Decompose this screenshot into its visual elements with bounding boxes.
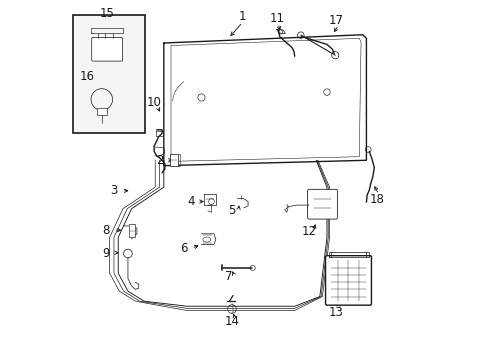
Bar	[73, 15, 144, 134]
Text: 4: 4	[186, 195, 194, 208]
Bar	[169, 154, 178, 166]
Text: 2: 2	[156, 154, 163, 167]
Text: 16: 16	[79, 69, 94, 82]
Text: 18: 18	[369, 193, 384, 206]
Text: 17: 17	[328, 14, 343, 27]
Text: 1: 1	[239, 10, 246, 23]
Ellipse shape	[203, 237, 210, 242]
FancyBboxPatch shape	[92, 37, 122, 61]
Text: 12: 12	[301, 225, 316, 238]
Text: 9: 9	[102, 247, 110, 260]
Text: 15: 15	[100, 7, 115, 20]
Text: 3: 3	[110, 184, 117, 197]
Text: 11: 11	[269, 12, 284, 25]
Text: 10: 10	[146, 96, 161, 109]
FancyBboxPatch shape	[307, 189, 337, 219]
Bar	[129, 224, 135, 237]
Text: 14: 14	[224, 315, 239, 328]
Text: 8: 8	[102, 224, 110, 237]
FancyBboxPatch shape	[325, 256, 371, 305]
Text: 13: 13	[328, 306, 343, 319]
Text: 6: 6	[180, 242, 187, 255]
Text: 5: 5	[228, 204, 235, 217]
Text: 7: 7	[224, 270, 232, 283]
Bar	[97, 108, 106, 115]
